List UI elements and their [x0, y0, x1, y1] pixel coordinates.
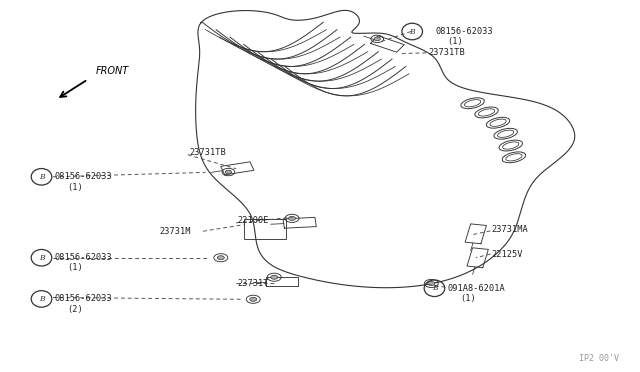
Text: (1): (1) — [67, 263, 83, 272]
Text: 08156-62033: 08156-62033 — [436, 27, 493, 36]
Circle shape — [225, 170, 232, 174]
Circle shape — [374, 37, 380, 41]
Text: B: B — [38, 173, 44, 181]
Text: IP2 00'V: IP2 00'V — [579, 353, 619, 363]
Text: 23731M: 23731M — [160, 228, 191, 237]
Text: B: B — [38, 254, 44, 262]
Text: 22100E: 22100E — [237, 217, 269, 225]
Circle shape — [250, 297, 257, 301]
Text: (1): (1) — [67, 183, 83, 192]
Text: 08156-62033: 08156-62033 — [54, 253, 112, 262]
Circle shape — [289, 217, 296, 220]
Text: 23731TB: 23731TB — [428, 48, 465, 57]
Text: FRONT: FRONT — [96, 65, 129, 76]
Text: 23731MA: 23731MA — [492, 225, 529, 234]
Text: B: B — [38, 295, 44, 303]
Text: B: B — [431, 284, 437, 292]
Text: (2): (2) — [67, 305, 83, 314]
Text: (1): (1) — [447, 37, 463, 46]
Text: 08156-62033: 08156-62033 — [54, 172, 112, 181]
Circle shape — [271, 275, 278, 279]
Text: (1): (1) — [460, 294, 476, 303]
Circle shape — [428, 282, 435, 285]
Text: 091A8-6201A: 091A8-6201A — [447, 284, 505, 293]
Circle shape — [218, 256, 224, 260]
Text: 22125V: 22125V — [492, 250, 523, 259]
Text: 23731TB: 23731TB — [189, 148, 227, 157]
Text: 08156-62033: 08156-62033 — [54, 294, 112, 304]
Text: 23731T: 23731T — [237, 279, 269, 288]
Text: B: B — [410, 28, 415, 35]
